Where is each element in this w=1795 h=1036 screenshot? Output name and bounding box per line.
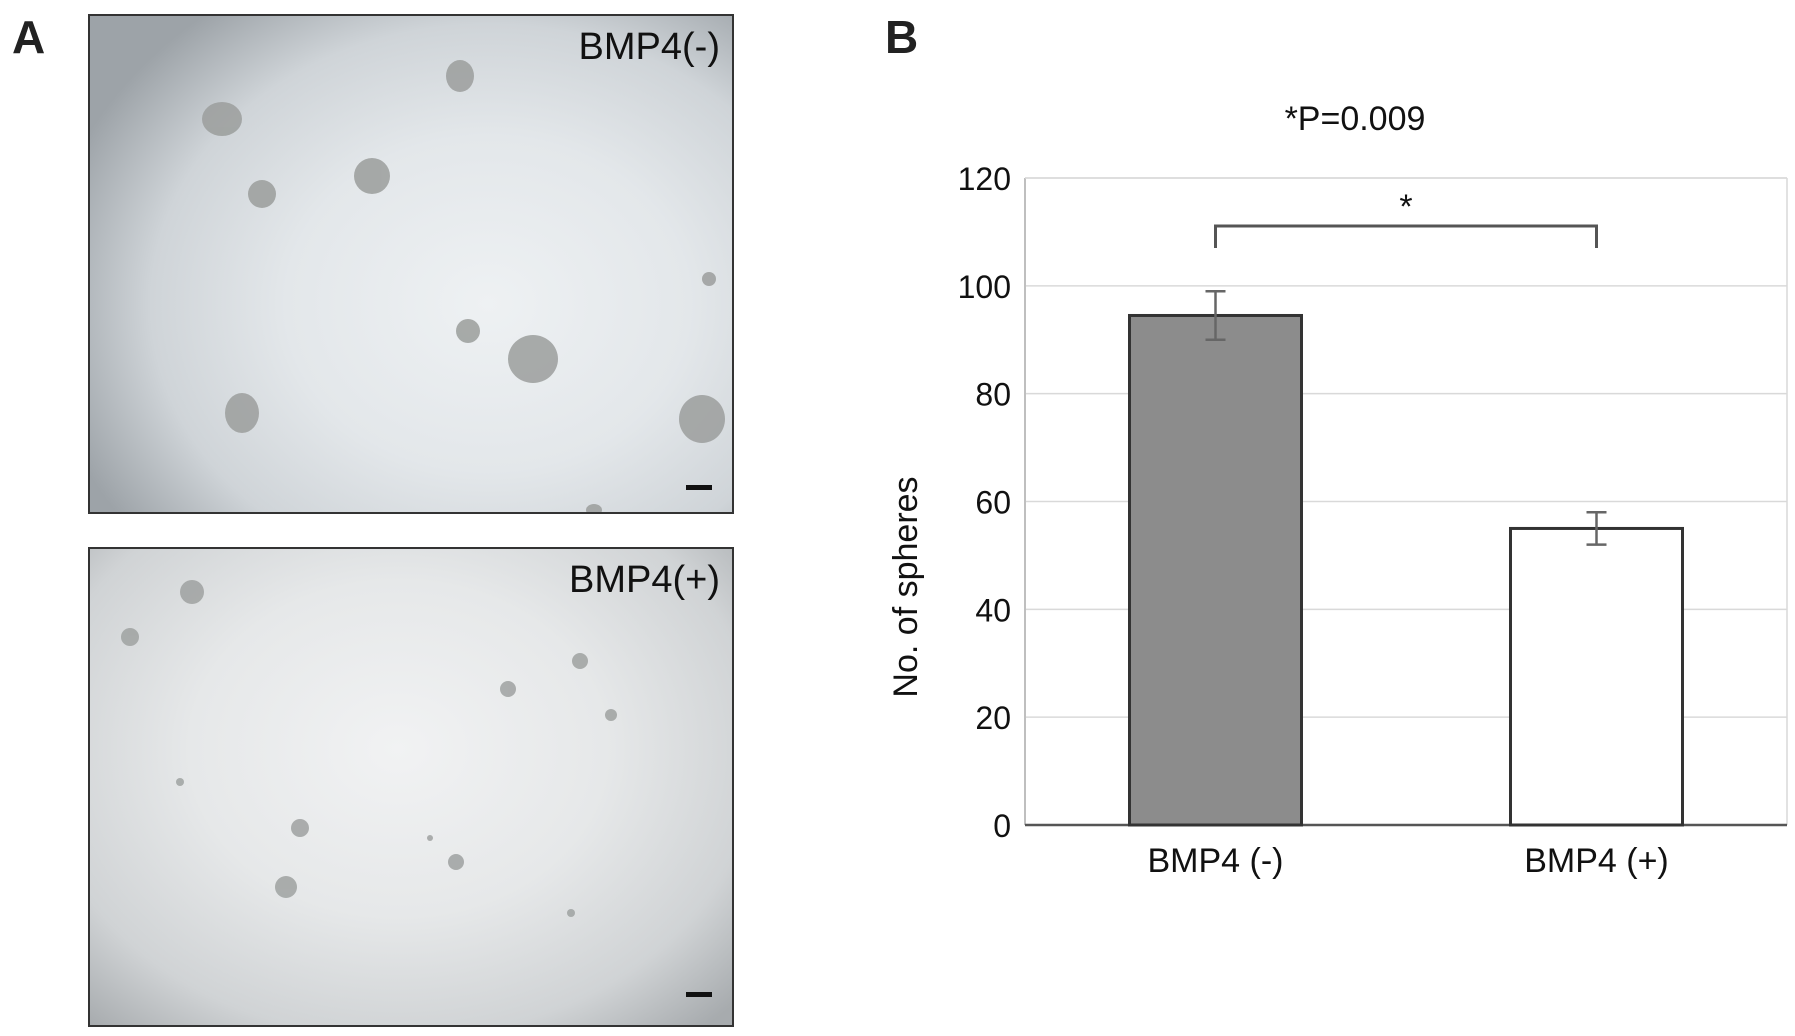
y-axis-label: No. of spheres xyxy=(887,476,925,697)
scale-bar-bottom xyxy=(686,992,712,997)
y-tick-60: 60 xyxy=(975,485,1011,521)
y-tick-80: 80 xyxy=(975,377,1011,413)
y-tick-100: 100 xyxy=(958,269,1011,305)
significance-star: * xyxy=(1399,188,1412,226)
sphere-count-chart: *P=0.009 0 20 40 60 80 100 120 BMP4 (-) BMP4 (+… xyxy=(887,100,1788,880)
micrograph-label-bottom: BMP4(+) xyxy=(569,559,720,601)
micrograph-label-top: BMP4(-) xyxy=(578,26,720,68)
micrograph-bmp4-negative: BMP4(-) xyxy=(88,14,734,514)
panel-letter-b: B xyxy=(885,11,919,63)
micrograph-bmp4-positive: BMP4(+) xyxy=(88,547,734,1027)
panel-letter-a: A xyxy=(12,11,46,63)
bar-0 xyxy=(1128,313,1303,827)
y-tick-40: 40 xyxy=(975,592,1011,628)
error-bars xyxy=(1205,289,1607,546)
x-tick-labels: BMP4 (-) BMP4 (+) xyxy=(1148,842,1669,880)
sphere-cells-top xyxy=(202,60,725,512)
y-tick-labels: 0 20 40 60 80 100 120 xyxy=(958,161,1011,844)
x-tick-1: BMP4 (+) xyxy=(1524,842,1669,880)
p-value-annotation: *P=0.009 xyxy=(1285,100,1426,138)
significance-bracket: * xyxy=(1214,188,1598,248)
sphere-cells-bottom xyxy=(121,580,617,917)
y-tick-0: 0 xyxy=(993,808,1011,844)
scale-bar-top xyxy=(686,485,712,490)
bracket-line xyxy=(1214,224,1598,248)
y-tick-120: 120 xyxy=(958,161,1011,197)
bars xyxy=(1128,313,1684,827)
y-tick-20: 20 xyxy=(975,700,1011,736)
x-tick-0: BMP4 (-) xyxy=(1148,842,1284,880)
bar-1 xyxy=(1509,526,1684,827)
